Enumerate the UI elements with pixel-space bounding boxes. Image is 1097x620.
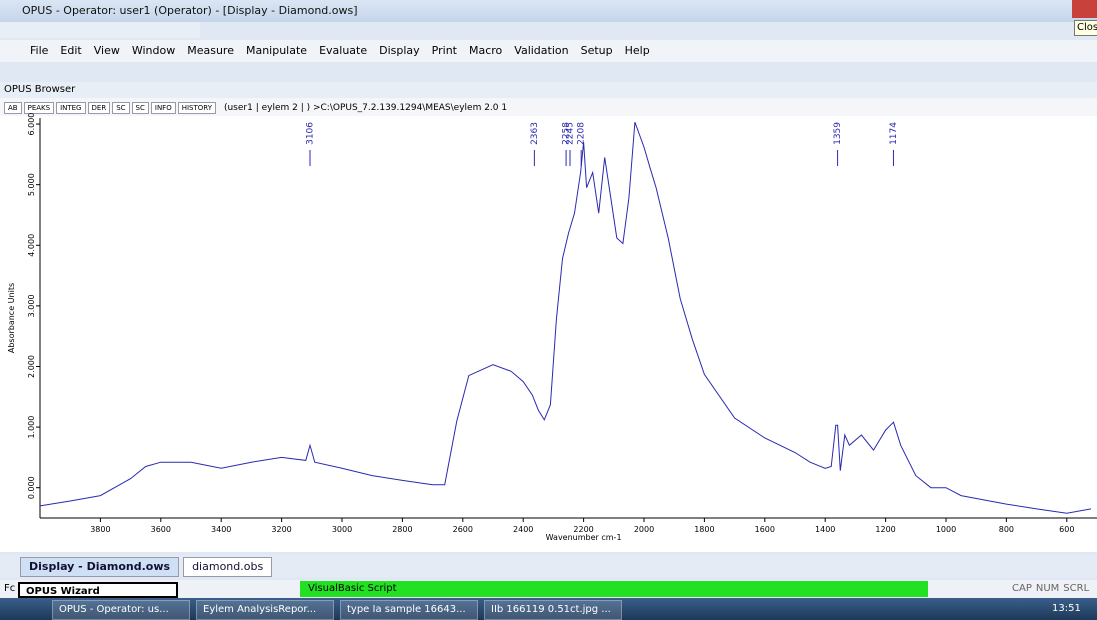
peak-label: 2245 (566, 122, 576, 145)
browser-header: OPUS Browser (0, 82, 1097, 98)
peak-label: 2258 (562, 122, 572, 145)
taskbar-item[interactable]: OPUS - Operator: us... (52, 600, 190, 620)
y-tick-label: 3.000 (27, 294, 36, 317)
clock: 13:51 (1052, 603, 1081, 614)
menu-item[interactable]: Help (624, 44, 650, 57)
x-tick-label: 3000 (332, 525, 352, 534)
toolbar-button[interactable]: INFO (150, 102, 176, 114)
title-bar: OPUS - Operator: user1 (Operator) - [Dis… (0, 0, 1097, 22)
peak-label: 2208 (577, 122, 587, 145)
menu-item[interactable]: Measure (187, 44, 234, 57)
menu-item[interactable]: Window (131, 44, 176, 57)
key-indicator: SCRL (1063, 583, 1090, 594)
menu-item[interactable]: Setup (580, 44, 613, 57)
taskbar-item[interactable]: type Ia sample 16643... (340, 600, 478, 620)
key-indicator: NUM (1035, 583, 1060, 594)
browser-label: OPUS Browser (4, 84, 76, 95)
peak-label: 1359 (833, 122, 843, 145)
x-axis-label: Wavenumber cm-1 (546, 533, 622, 542)
toolbar-button[interactable]: DER (87, 102, 111, 114)
x-tick-label: 3400 (211, 525, 231, 534)
display-toolbar: AB PEAKS INTEG DER SC SC INFO HISTORY (user1 | e… (0, 98, 1097, 116)
x-tick-label: 2800 (392, 525, 412, 534)
x-tick-label: 2600 (453, 525, 473, 534)
spectrum-line (39, 122, 1092, 514)
toolbar-button[interactable]: SC (131, 102, 149, 114)
menu-item[interactable]: Validation (514, 44, 569, 57)
close-button[interactable] (1072, 0, 1097, 18)
x-tick-label: 3600 (151, 525, 171, 534)
y-axis-label: Absorbance Units (7, 283, 16, 353)
y-tick-label: 5.000 (27, 173, 36, 196)
script-bar: VisualBasic Script (300, 581, 928, 597)
chart: 3800 3600 3400 3200 3000 2800 2600 2400 2200 2000… (0, 113, 1097, 552)
x-tick-label: 600 (1059, 525, 1074, 534)
menu-item[interactable]: Manipulate (245, 44, 308, 57)
menu-item[interactable]: Evaluate (319, 44, 368, 57)
window-title: OPUS - Operator: user1 (Operator) - [Dis… (22, 4, 358, 17)
toolbar (0, 22, 200, 38)
menu-item[interactable]: Macro (468, 44, 503, 57)
x-tick-label: 2000 (634, 525, 654, 534)
menu-item[interactable]: View (93, 44, 120, 57)
y-tick-label: 2.000 (27, 355, 36, 378)
x-tick-label: 800 (999, 525, 1014, 534)
taskbar: 13:51 OPUS - Operator: us... Eylem Analys… (0, 598, 1097, 620)
menu-bar: File Edit View Window Measure Manipulate Evalu… (0, 40, 1097, 62)
x-tick-label: 3200 (271, 525, 291, 534)
x-tick-label: 1400 (815, 525, 835, 534)
taskbar-item[interactable]: Eylem AnalysisRepor... (196, 600, 334, 620)
menu-item[interactable]: Display (379, 44, 420, 57)
x-tick-label: 1200 (875, 525, 895, 534)
toolbar-button[interactable]: PEAKS (23, 102, 55, 114)
y-tick-label: 4.000 (27, 234, 36, 257)
taskbar-item[interactable]: IIb 166119 0.51ct.jpg ... (484, 600, 622, 620)
peak-label: 3106 (305, 122, 315, 145)
toolbar-button[interactable]: HISTORY (177, 102, 216, 114)
x-tick-label: 1800 (694, 525, 714, 534)
x-tick-label: 1600 (755, 525, 775, 534)
tab[interactable]: diamond.obs (183, 557, 273, 577)
menu-item[interactable]: Edit (60, 44, 82, 57)
toolbar-button[interactable]: SC (112, 102, 130, 114)
toolbar-button[interactable]: INTEG (56, 102, 86, 114)
tab[interactable]: Display - Diamond.ows (20, 557, 180, 577)
x-tick-label: 1000 (936, 525, 956, 534)
tab-bar: Display - Diamond.ows diamond.obs (0, 555, 1097, 577)
menu-item[interactable]: File (30, 44, 49, 57)
y-tick-label: 0.000 (27, 476, 36, 499)
y-tick-label: 1.000 (27, 416, 36, 439)
wizard[interactable]: OPUS Wizard (18, 582, 178, 598)
status-bar: Fc OPUS Wizard VisualBasic Script CAP NUM… (0, 580, 1097, 598)
plot-background (0, 116, 1097, 552)
toolbar-button[interactable]: AB (4, 102, 22, 114)
key-indicators: CAP NUM SCRL (1012, 583, 1089, 594)
x-tick-label: 2400 (513, 525, 533, 534)
peak-label: 1174 (889, 122, 899, 145)
x-tick-label: 2200 (573, 525, 593, 534)
tooltip: Clos (1074, 20, 1097, 36)
x-tick-label: 3800 (90, 525, 110, 534)
menu-item[interactable]: Print (431, 44, 457, 57)
file-path: (user1 | eylem 2 | ) >C:\OPUS_7.2.139.12… (223, 103, 508, 113)
status-left: Fc (4, 583, 16, 594)
peak-label: 2363 (530, 122, 540, 145)
y-tick-label: 6.000 (27, 113, 36, 136)
key-indicator: CAP (1012, 583, 1032, 594)
